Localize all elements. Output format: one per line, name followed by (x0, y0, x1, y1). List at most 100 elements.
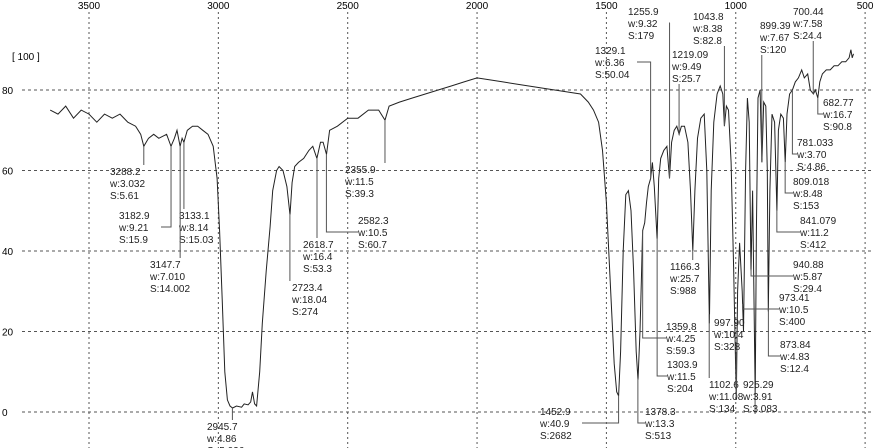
peak-s-label: S:328 (714, 342, 741, 353)
peak-peak-label: 1378.3 (645, 407, 676, 418)
peak-leader-line (742, 304, 779, 310)
peak-w-label: w:13.3 (644, 419, 675, 430)
peak-annotation: 940.88w:5.87S:29.4 (750, 260, 824, 295)
peak-w-label: w:16.7 (822, 110, 853, 121)
peak-annotation: 1452.9w:40.9S:2682 (539, 395, 620, 442)
peak-s-label: S:400 (779, 317, 806, 328)
peak-peak-label: 940.88 (793, 260, 824, 271)
y-scale-label: [ 100 ] (12, 52, 40, 63)
peak-w-label: w:40.9 (539, 419, 570, 430)
peak-peak-label: 1219.09 (672, 50, 709, 61)
peak-leader-line (817, 97, 823, 115)
peak-s-label: S:3.083 (743, 404, 778, 415)
peak-leader-line (637, 61, 652, 179)
spectrum-line (49, 49, 854, 409)
peak-w-label: w:6.36 (594, 58, 625, 69)
peak-w-label: w:11.08 (708, 392, 744, 403)
peak-s-label: S:12.4 (780, 364, 809, 375)
peak-leader-line (161, 146, 172, 228)
x-tick-label: 1500 (595, 1, 618, 12)
peak-annotation: 3133.1w:8.14S:15.03 (178, 142, 214, 246)
peak-annotation: 3182.9w:9.21S:15.9 (118, 146, 172, 246)
peak-peak-label: 2582.3 (358, 216, 389, 227)
peak-annotation: 1166.3w:25.7S:988 (669, 248, 700, 297)
peak-annotation: 2945.7w:4.86S: 5.026 (206, 407, 245, 448)
peak-peak-label: 1329.1 (595, 46, 626, 57)
peak-s-label: S:513 (645, 431, 672, 442)
peak-peak-label: 1102.6 (709, 380, 739, 391)
x-tick-label: 1000 (725, 1, 748, 12)
peak-w-label: w:8.14 (178, 223, 209, 234)
peak-s-label: S:14.002 (150, 284, 190, 295)
peak-w-label: w:8.48 (792, 189, 823, 200)
peak-annotation: 1043.8w:8.38S:82.8 (692, 12, 725, 126)
peak-s-label: S:412 (800, 240, 827, 251)
peak-annotation: 899.39w:7.67S:120 (759, 21, 791, 159)
y-tick-label: 80 (2, 86, 14, 97)
peak-peak-label: 781.033 (797, 138, 834, 149)
peak-leader-line (656, 237, 667, 377)
peak-peak-label: 1359.8 (666, 322, 697, 333)
peak-peak-label: 3288.2 (110, 167, 141, 178)
peak-s-label: S:24.4 (793, 31, 822, 42)
peak-annotation: 1359.8w:4.25S:59.3 (642, 230, 697, 357)
y-tick-label: 0 (2, 408, 8, 419)
peak-s-label: S:204 (667, 384, 694, 395)
peak-w-label: w:7.67 (759, 33, 790, 44)
spectrum-series (49, 49, 854, 409)
peak-peak-label: 1043.8 (693, 12, 724, 23)
peak-w-label: w:7.58 (792, 19, 823, 30)
peak-peak-label: 682.77 (823, 98, 854, 109)
x-tick-label: 2500 (337, 1, 360, 12)
peak-peak-label: 1166.3 (670, 262, 700, 273)
peak-leader-line (784, 162, 793, 194)
peak-leader-line (637, 378, 645, 424)
peak-s-label: S:274 (292, 307, 319, 318)
x-tick-label: 3500 (78, 1, 101, 12)
peak-peak-label: 925.29 (743, 380, 774, 391)
peak-annotation: 1378.3w:13.3S:513 (637, 378, 676, 442)
peak-w-label: w:4.25 (665, 334, 696, 345)
peak-w-label: w:3.91 (742, 392, 773, 403)
peak-peak-label: 2355.9 (345, 165, 376, 176)
peak-w-label: w:3.70 (796, 150, 827, 161)
peak-annotation: 997.90w:10.4S:328 (713, 318, 745, 398)
peak-s-label: S:25.7 (672, 74, 701, 85)
peak-annotation: 2355.9w:11.5S:39.3 (344, 120, 386, 200)
peak-peak-label: 2945.7 (207, 422, 238, 433)
peak-w-label: w:11.5 (666, 372, 696, 383)
peak-peak-label: 3182.9 (119, 211, 150, 222)
peak-annotation: 873.84w:4.83S:12.4 (767, 308, 811, 375)
peak-w-label: w:8.38 (692, 24, 723, 35)
peak-w-label: w:9.49 (671, 62, 702, 73)
peak-s-label: S:82.8 (693, 36, 722, 47)
peak-annotation: 700.44w:7.58S:24.4 (792, 7, 824, 94)
peak-w-label: w:16.4 (302, 252, 333, 263)
peak-peak-label: 973.41 (779, 293, 810, 304)
x-tick-label: 2000 (466, 1, 489, 12)
peak-peak-label: 841.079 (800, 216, 837, 227)
peak-s-label: S:60.7 (358, 240, 387, 251)
peak-annotation: 1219.09w:9.49S:25.7 (671, 50, 709, 135)
peak-leader-line (750, 269, 793, 277)
peak-leader-line (325, 154, 358, 233)
peak-annotation: 682.77w:16.7S:90.8 (817, 97, 854, 133)
peak-peak-label: 873.84 (780, 340, 811, 351)
peak-w-label: w:25.7 (669, 274, 700, 285)
peak-w-label: w:10.5 (778, 305, 809, 316)
peak-peak-label: 1303.9 (667, 360, 698, 371)
peak-s-label: S:50.04 (595, 70, 630, 81)
peak-s-label: S:15.9 (119, 235, 148, 246)
grid (22, 12, 874, 448)
peak-w-label: w:5.87 (792, 272, 823, 283)
peak-w-label: w:18.04 (291, 295, 327, 306)
peak-peak-label: 2618.7 (303, 240, 334, 251)
peak-leader-line (642, 230, 666, 339)
peak-s-label: S:29.4 (793, 284, 822, 295)
